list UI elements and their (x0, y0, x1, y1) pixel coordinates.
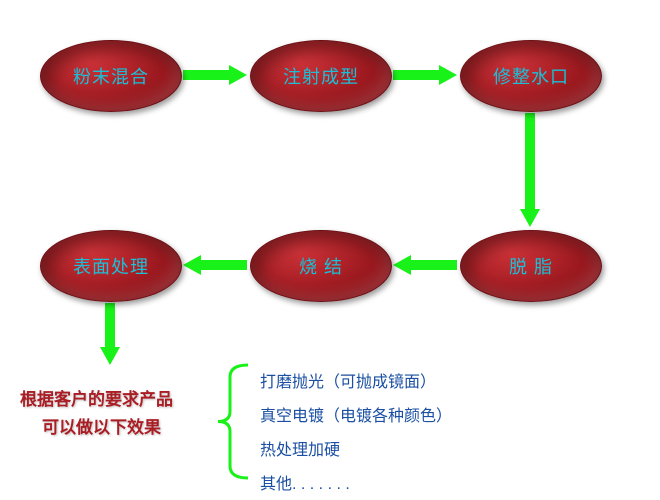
node-n2: 注射成型 (250, 40, 392, 112)
node-n1: 粉末混合 (40, 40, 182, 112)
node-n5: 烧 结 (250, 230, 392, 302)
option-0: 打磨抛光（可抛成镜面） (260, 368, 436, 392)
footer-line2: 可以做以下效果 (42, 413, 161, 438)
node-n4: 脱 脂 (460, 230, 602, 302)
node-n3: 修整水口 (460, 40, 602, 112)
footer-line1: 根据客户的要求产品 (20, 385, 173, 410)
option-2: 热处理加硬 (260, 436, 340, 460)
option-1: 真空电镀（电镀各种颜色） (260, 402, 452, 426)
node-n6: 表面处理 (40, 230, 182, 302)
option-3: 其他. . . . . . . (260, 470, 350, 494)
